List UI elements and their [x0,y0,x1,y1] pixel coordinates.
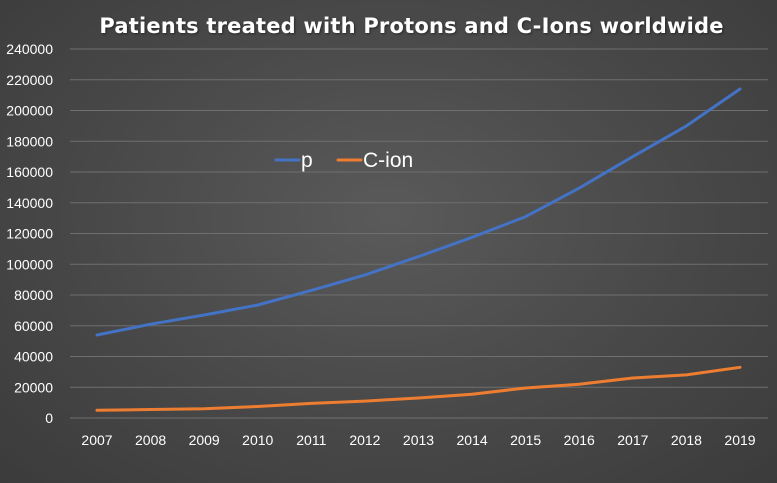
y-tick-label: 180000 [6,133,53,149]
x-tick-label: 2018 [671,432,702,448]
y-tick-label: 240000 [6,41,53,57]
x-tick-label: 2016 [564,432,595,448]
series-line-p [95,87,742,337]
y-tick-label: 200000 [6,103,53,119]
y-tick-label: 100000 [6,256,53,272]
y-tick-label: 20000 [14,379,53,395]
y-tick-label: 60000 [14,318,53,334]
chart-title: Patients treated with Protons and C-Ions… [99,14,724,38]
series-line-c-ion [95,365,742,412]
y-tick-label: 220000 [6,72,53,88]
x-tick-label: 2012 [349,432,380,448]
x-tick-label: 2017 [617,432,648,448]
y-tick-label: 140000 [6,195,53,211]
x-tick-label: 2008 [135,432,166,448]
legend-label: p [301,149,313,172]
x-tick-label: 2007 [81,432,112,448]
x-tick-label: 2009 [189,432,220,448]
x-tick-label: 2013 [403,432,434,448]
y-tick-label: 40000 [14,349,53,365]
legend-label: C-ion [363,149,413,172]
x-tick-label: 2010 [242,432,273,448]
y-tick-label: 120000 [6,226,53,242]
y-tick-label: 160000 [6,164,53,180]
x-tick-label: 2019 [724,432,755,448]
x-tick-label: 2011 [296,432,326,448]
y-tick-label: 80000 [14,287,53,303]
x-tick-label: 2015 [510,432,541,448]
y-tick-label: 0 [45,410,53,426]
x-tick-label: 2014 [457,432,488,448]
